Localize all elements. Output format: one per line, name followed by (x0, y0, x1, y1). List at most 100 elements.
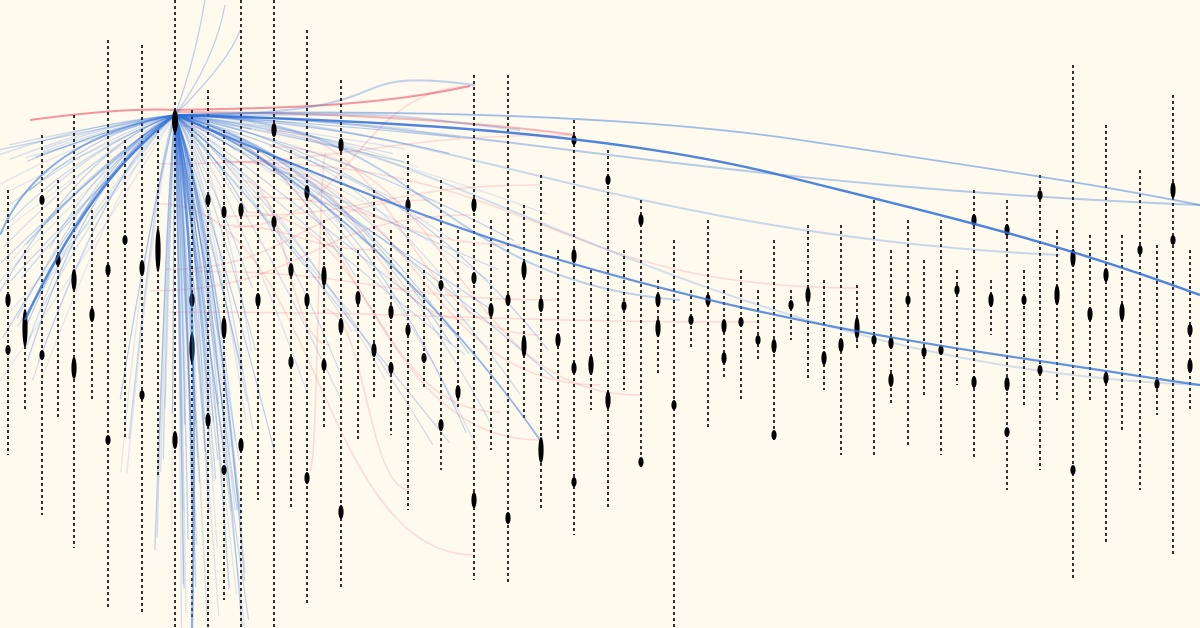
blue-curve (174, 114, 394, 155)
blue-curve (174, 114, 470, 354)
red-curve (165, 199, 431, 271)
column-node (438, 419, 444, 431)
column-node (71, 357, 77, 379)
blue-curve (174, 114, 201, 483)
column-node (255, 293, 261, 307)
blue-curve (174, 114, 184, 585)
column-node (721, 319, 727, 333)
column-node (888, 373, 894, 387)
blue-curve (174, 114, 253, 352)
column-node (571, 249, 577, 263)
column-node (221, 465, 227, 475)
blue-curve (31, 114, 176, 381)
blue-curve (154, 114, 176, 550)
highlighted-curve (174, 113, 1200, 387)
blue-curve (174, 114, 276, 454)
blue-curve (0, 114, 176, 156)
blue-curve (0, 114, 176, 283)
blue-curve (174, 114, 249, 213)
column-node (521, 261, 527, 279)
red-curve (159, 203, 476, 556)
blue-curve (174, 114, 549, 351)
column-node (1137, 245, 1143, 255)
highlighted-curve (0, 114, 176, 236)
column-node (921, 347, 927, 357)
column-node (172, 431, 178, 449)
blue-curve (0, 114, 176, 383)
blue-curve (2, 114, 176, 339)
blue-curve (174, 114, 194, 515)
column-node (238, 203, 244, 217)
blue-curve (8, 114, 176, 206)
column-node (271, 123, 277, 137)
red-curve (218, 224, 381, 251)
column-node (288, 263, 294, 277)
blue-curve (46, 114, 176, 193)
column-node (5, 345, 11, 355)
blue-curve (174, 114, 1061, 256)
red-curve (191, 270, 561, 301)
column-node (721, 352, 727, 364)
blue-curve (174, 114, 248, 402)
blue-curve (174, 114, 451, 240)
blue-curve (174, 114, 208, 618)
column-node (1170, 235, 1176, 245)
highlighted-curve (174, 113, 1200, 297)
column-node (521, 335, 527, 357)
blue-curve (174, 114, 206, 420)
blue-curve (174, 114, 235, 166)
column-node (271, 216, 277, 228)
blue-curve (174, 114, 246, 573)
blue-curve (174, 114, 236, 441)
column-node (488, 303, 494, 317)
blue-curve (10, 114, 176, 221)
highlighted-curve (174, 114, 541, 441)
column-node (89, 308, 95, 322)
column-node (321, 266, 327, 286)
highlighted-curve (23, 114, 176, 321)
blue-curve (174, 114, 1200, 386)
blue-curve (174, 114, 254, 430)
blue-curve (174, 114, 224, 335)
column-node (1021, 295, 1027, 305)
blue-curve (46, 114, 176, 224)
column-node (755, 335, 761, 345)
column-node (205, 194, 211, 206)
blue-curve (174, 114, 419, 169)
column-node (571, 477, 577, 487)
blue-curve (174, 114, 186, 425)
red-curve (150, 214, 471, 292)
column-node (155, 228, 161, 272)
blue-curve (174, 114, 240, 461)
red-curve (223, 184, 541, 218)
red-curve (224, 160, 861, 289)
column-node (438, 280, 444, 290)
column-node (71, 269, 77, 291)
column-node (105, 264, 111, 276)
highlighted-curve-layer (0, 110, 1200, 628)
blue-curve (174, 114, 343, 403)
blue-curve (174, 114, 189, 540)
column-node (788, 300, 794, 310)
blue-curve (25, 114, 176, 245)
column-node (555, 333, 561, 347)
column-node (338, 505, 344, 519)
column-node (1119, 303, 1125, 321)
column-node (471, 492, 477, 508)
blue-curve (171, 114, 176, 414)
column-node (1187, 359, 1193, 373)
blue-curve (11, 114, 176, 191)
red-curve (309, 152, 327, 471)
blue-curve (174, 114, 458, 335)
blue-curve (128, 114, 176, 440)
blue-curve (174, 114, 405, 163)
red-curve (29, 85, 471, 121)
blue-curve (174, 114, 247, 422)
blue-curve (174, 114, 243, 371)
blue-curve (174, 114, 681, 301)
column-node (805, 287, 811, 303)
column-layer (5, 0, 1193, 628)
column-node (588, 355, 594, 375)
column-node (238, 438, 244, 452)
